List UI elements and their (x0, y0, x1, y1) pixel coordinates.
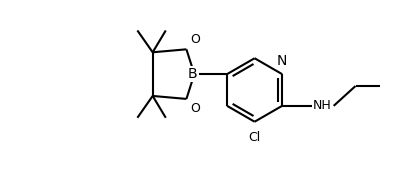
Text: Cl: Cl (248, 131, 261, 144)
Text: NH: NH (313, 99, 332, 112)
Text: O: O (190, 33, 200, 46)
Text: N: N (277, 54, 287, 68)
Text: O: O (190, 102, 200, 115)
Text: B: B (188, 67, 197, 81)
